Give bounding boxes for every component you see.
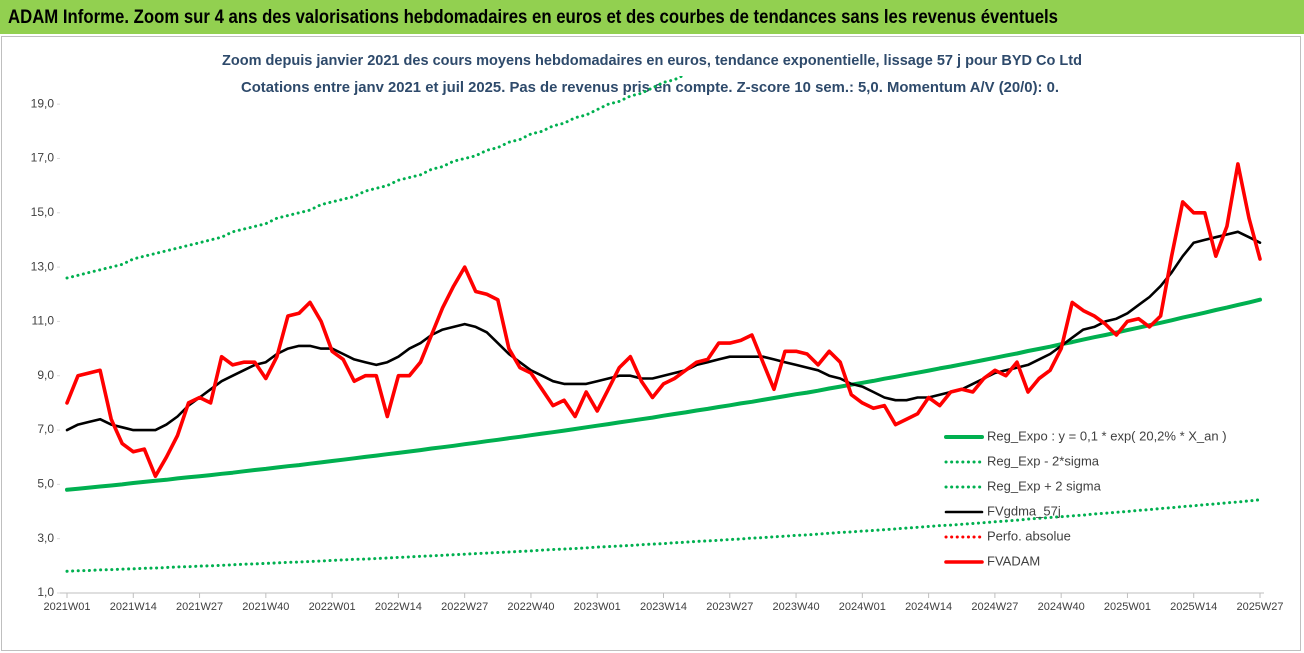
x-tick-label: 2021W27 xyxy=(176,601,223,613)
x-tick-label: 2025W14 xyxy=(1170,601,1217,613)
x-tick-label: 2024W01 xyxy=(839,601,886,613)
y-tick-label: 3,0 xyxy=(37,531,54,545)
series-line xyxy=(65,162,1262,478)
plot-area xyxy=(65,76,1262,573)
x-tick-label: 2022W01 xyxy=(309,601,356,613)
x-tick-label: 2023W14 xyxy=(640,601,687,613)
y-tick-label: 11,0 xyxy=(32,314,55,328)
series-line xyxy=(65,76,686,280)
x-tick-label: 2022W27 xyxy=(441,601,488,613)
chart-border xyxy=(1,36,1301,651)
y-tick-label: 19,0 xyxy=(31,96,55,110)
x-tick-label: 2022W14 xyxy=(375,601,422,613)
legend-label: Reg_Exp + 2 sigma xyxy=(987,478,1102,493)
x-tick-label: 2024W27 xyxy=(971,601,1018,613)
y-tick-label: 13,0 xyxy=(31,259,55,273)
legend-label: FVgdma_57j xyxy=(987,503,1061,518)
y-tick-label: 1,0 xyxy=(37,585,54,599)
x-tick-label: 2021W01 xyxy=(43,601,90,613)
header-title: ADAM Informe. Zoom sur 4 ans des valoris… xyxy=(8,7,1058,28)
legend-label: Perfo. absolue xyxy=(987,528,1071,543)
x-tick-label: 2024W14 xyxy=(905,601,952,613)
y-tick-label: 7,0 xyxy=(37,422,54,436)
series-line xyxy=(65,498,1262,573)
x-tick-label: 2023W27 xyxy=(706,601,753,613)
y-tick-label: 15,0 xyxy=(31,205,55,219)
x-tick-label: 2025W01 xyxy=(1104,601,1151,613)
y-tick-label: 9,0 xyxy=(37,368,54,382)
header-bar xyxy=(0,0,1304,34)
x-tick-label: 2024W40 xyxy=(1038,601,1085,613)
legend-label: Reg_Expo : y = 0,1 * exp( 20,2% * X_an ) xyxy=(987,428,1227,443)
x-tick-label: 2021W40 xyxy=(242,601,289,613)
x-tick-label: 2023W40 xyxy=(773,601,820,613)
legend-label: Reg_Exp - 2*sigma xyxy=(987,453,1100,468)
y-tick-label: 5,0 xyxy=(37,477,54,491)
x-tick-label: 2021W14 xyxy=(110,601,157,613)
legend-label: FVADAM xyxy=(987,553,1040,568)
x-tick-label: 2022W40 xyxy=(507,601,554,613)
y-tick-label: 17,0 xyxy=(31,151,55,165)
chart-subtitle: Cotations entre janv 2021 et juil 2025. … xyxy=(241,79,1059,96)
x-tick-label: 2023W01 xyxy=(574,601,621,613)
x-tick-label: 2025W27 xyxy=(1236,601,1283,613)
chart-title: Zoom depuis janvier 2021 des cours moyen… xyxy=(222,52,1082,69)
